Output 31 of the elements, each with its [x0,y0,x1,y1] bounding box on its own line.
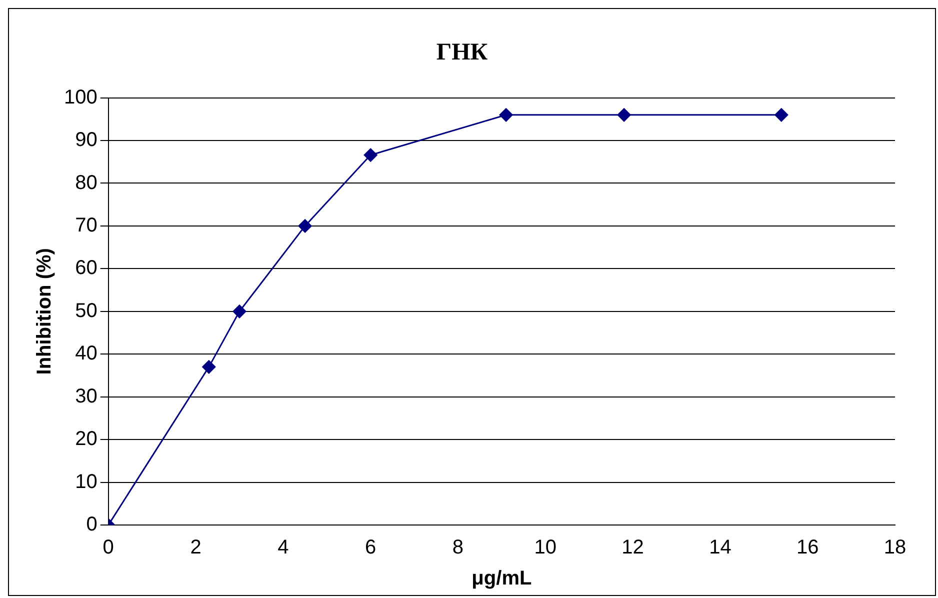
point [232,304,246,318]
y-tick-label: 20 [75,428,98,450]
y-tick-label: 50 [75,300,98,322]
point [202,360,216,374]
point [774,108,788,122]
point [298,219,312,233]
y-tick-label: 0 [86,514,98,536]
point [617,108,631,122]
y-tick-label: 30 [75,385,98,408]
y-tick-label: 70 [75,214,98,236]
y-tick-label: 10 [75,470,98,493]
y-tick-label: 80 [75,172,98,194]
y-tick-label: 100 [64,86,98,108]
x-tick-label: 16 [796,536,819,559]
chart-title: ГНК [436,40,488,66]
x-axis-title: μg/mL [472,568,532,590]
x-tick-label: 2 [190,536,202,559]
y-axis-title: Inhibition (%) [34,248,56,375]
x-tick-label: 4 [278,536,289,559]
x-tick-label: 6 [365,536,376,559]
point [364,148,378,162]
x-tick-label: 0 [102,536,114,559]
y-tick-label: 90 [75,129,98,152]
x-tick-label: 14 [709,536,732,559]
y-tick-label: 40 [75,342,98,365]
x-tick-label: 10 [534,536,557,559]
x-tick-label: 8 [452,536,464,559]
point [499,108,513,122]
x-tick-label: 18 [884,536,906,559]
y-tick-label: 60 [75,257,98,280]
x-tick-label: 12 [622,536,644,559]
